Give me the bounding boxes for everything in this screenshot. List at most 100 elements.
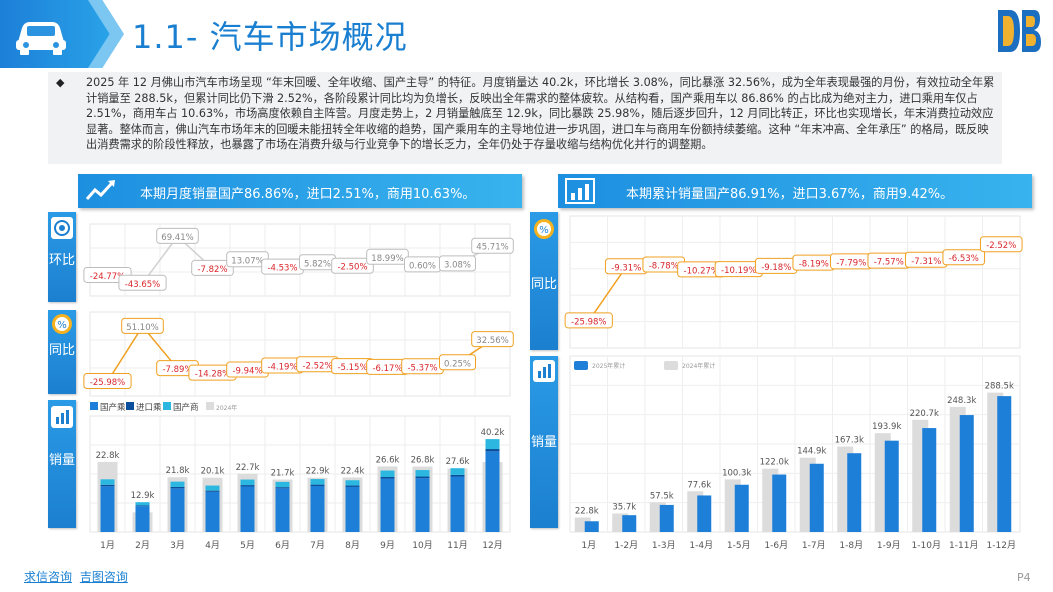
right-sales-panel: 销量 (530, 356, 558, 528)
monthly-mom-label: 18.99% (371, 254, 403, 264)
monthly-mom-label-box (331, 257, 374, 274)
left-banner-text: 本期月度销量国产86.86%，进口2.51%，商用10.63%。 (140, 187, 476, 202)
total-label: 26.6k (376, 455, 400, 465)
monthly-mom-label-box (471, 237, 514, 254)
import-bar (170, 486, 185, 489)
commercial-bar (450, 468, 465, 475)
x-tick-label: 1-2月 (614, 540, 638, 551)
x-tick-label: 7月 (310, 540, 325, 551)
cumulative-bar (847, 453, 862, 532)
x-tick-label: 1-10月 (912, 540, 941, 551)
monthly-yoy-label-box (121, 317, 164, 334)
x-tick-label: 12月 (482, 540, 502, 551)
monthly-yoy-label: 51.10% (126, 323, 158, 333)
monthly-yoy-label-box (439, 354, 476, 371)
x-tick-label: 1-7月 (802, 540, 826, 551)
cumulative-yoy-label: -8.78% (649, 262, 679, 272)
domestic-bar (170, 488, 185, 532)
legend-label: 2024年 (216, 404, 237, 412)
monthly-mom-label-box (118, 274, 167, 291)
total-label: 22.4k (341, 466, 365, 476)
cumulative-yoy-label: -25.98% (571, 317, 606, 327)
domestic-bar (450, 476, 465, 532)
commercial-bar (345, 480, 360, 486)
commercial-bar (100, 479, 115, 485)
cumulative-bar (997, 396, 1012, 532)
commercial-bar (135, 502, 150, 506)
commercial-bar (380, 470, 395, 477)
cumulative-sales-legend: 2025年累计 2024年累计 (574, 361, 715, 370)
legend-swatch (126, 402, 134, 410)
x-tick-label: 2月 (135, 540, 150, 551)
footer-link-qiuxin[interactable]: 求信咨询 (24, 570, 73, 584)
domestic-bar (485, 451, 500, 532)
x-tick-label: 1-8月 (839, 540, 863, 551)
monthly-yoy-label: -5.15% (337, 363, 367, 373)
monthly-sales-legend: 国产乘 进口乘 国产商 2024年 (90, 402, 237, 413)
cumulative-yoy-label: -6.53% (949, 254, 979, 264)
bar-chart-icon (533, 360, 555, 382)
cumulative-yoy-plot: -25.98%-9.31% -8.78% -10.27% -10.19% -9.18% -… (564, 215, 1023, 349)
monthly-mom-label: -7.82% (197, 265, 227, 275)
total-label: 77.6k (687, 480, 711, 490)
import-bar (135, 505, 150, 507)
footer-link-jitu[interactable]: 吉图咨询 (79, 570, 128, 584)
monthly-yoy-label-box (471, 331, 514, 348)
cumulative-yoy-label: -7.79% (836, 258, 866, 268)
percent-icon: % (52, 314, 72, 334)
right-sales-label: 销量 (530, 435, 557, 450)
cumulative-bar (922, 428, 937, 532)
legend-swatch (206, 402, 214, 410)
total-label: 22.9k (306, 467, 330, 477)
cumulative-bar (622, 515, 637, 532)
commercial-bar (240, 479, 255, 486)
cumulative-bar (809, 463, 824, 532)
summary-box: ◆ 2025 年 12 月佛山市汽车市场呈现 “年末回暖、全年收缩、国产主导” … (48, 72, 1002, 164)
left-yoy-label: 同比 (48, 343, 75, 358)
total-label: 22.8k (575, 506, 599, 516)
x-tick-label: 3月 (170, 540, 185, 551)
domestic-bar (345, 486, 360, 532)
total-label: 220.7k (910, 409, 939, 419)
cumulative-yoy-label: -8.19% (799, 260, 829, 270)
cumulative-yoy-label: -7.57% (874, 258, 904, 268)
import-bar (205, 490, 220, 492)
domestic-bar (380, 478, 395, 532)
cumulative-yoy-label: -9.18% (761, 263, 791, 273)
legend-swatch (574, 361, 588, 370)
domestic-bar (205, 491, 220, 532)
cumulative-yoy-label: -7.31% (911, 257, 941, 267)
total-label: 35.7k (612, 502, 636, 512)
import-bar (450, 474, 465, 477)
left-banner: 本期月度销量国产86.86%，进口2.51%，商用10.63%。 (78, 174, 522, 208)
cumulative-bar (584, 521, 599, 532)
right-banner-text: 本期累计销量国产86.91%，进口3.67%，商用9.42%。 (626, 187, 954, 202)
monthly-yoy-label: 32.56% (476, 336, 508, 346)
domestic-bar (135, 506, 150, 532)
total-label: 57.5k (650, 491, 674, 501)
x-tick-label: 8月 (345, 540, 360, 551)
summary-bullet: ◆ (56, 76, 65, 89)
monthly-yoy-label: -14.28% (195, 370, 230, 380)
x-tick-label: 1-12月 (987, 540, 1016, 551)
commercial-bar (485, 439, 500, 450)
right-yoy-panel: % 同比 (530, 212, 558, 350)
monthly-sales-plot: 22.8k 1月 12.9k 2月 21.8k 3月 20.1k 4月 22.7k 5月 21.7k… (89, 415, 511, 551)
monthly-mom-label: 5.82% (304, 259, 331, 269)
cumulative-yoy-label: -9.31% (611, 263, 641, 273)
legend-swatch (163, 402, 171, 410)
page-number: P4 (1017, 571, 1031, 584)
domestic-bar (275, 488, 290, 532)
monthly-mom-label: 69.41% (161, 233, 193, 243)
legend-swatch (90, 402, 98, 410)
monthly-mom-label-box (191, 259, 234, 276)
import-bar (415, 476, 430, 479)
target-icon (51, 217, 73, 239)
domestic-bar (415, 478, 430, 532)
brand-logo (998, 10, 1041, 52)
total-label: 144.9k (797, 447, 826, 457)
commercial-bar (170, 481, 185, 487)
monthly-mom-label: 3.08% (444, 260, 471, 270)
domestic-bar (100, 486, 115, 532)
svg-text:%: % (539, 225, 549, 236)
